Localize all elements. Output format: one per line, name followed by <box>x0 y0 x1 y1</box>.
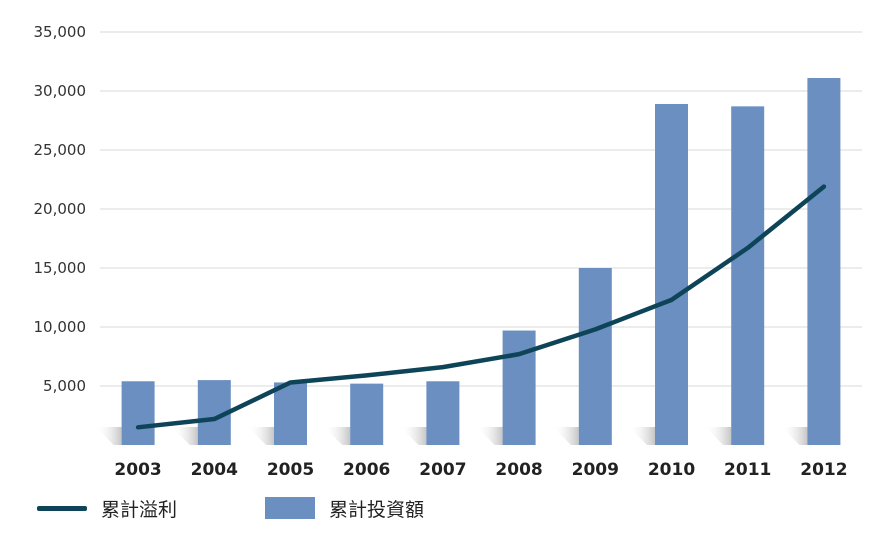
bar <box>426 381 460 445</box>
bar-shadow <box>400 427 427 445</box>
x-tick-label: 2006 <box>343 460 390 480</box>
bar <box>807 78 841 446</box>
bar <box>731 106 765 445</box>
legend-line-label: 累計溢利 <box>101 498 178 521</box>
bar-shadow <box>248 427 274 445</box>
x-tick-label: 2012 <box>800 460 847 480</box>
bar <box>350 383 384 445</box>
legend-bar-swatch <box>265 497 315 519</box>
x-tick-label: 2010 <box>648 460 695 480</box>
bar-shadow <box>552 427 579 445</box>
chart: 5,000 10,000 15,000 20,000 25,000 30,000 35,00… <box>34 23 862 480</box>
legend-line-swatch <box>37 505 87 511</box>
bar <box>502 330 536 445</box>
y-tick-label: 10,000 <box>34 318 87 336</box>
bar-shadow <box>95 427 122 445</box>
bar-series <box>121 78 841 446</box>
y-tick-label: 30,000 <box>34 82 87 100</box>
bar <box>121 381 155 445</box>
bar <box>655 103 688 445</box>
bar <box>274 382 307 445</box>
legend-item-line: 累計溢利 <box>37 492 177 524</box>
bar-shadows <box>95 427 808 445</box>
y-tick-label: 35,000 <box>34 23 87 41</box>
x-tick-label: 2005 <box>267 460 314 480</box>
profit-line <box>135 184 827 430</box>
bar-shadow <box>629 427 655 445</box>
bar-shadow <box>705 427 732 445</box>
legend: 累計溢利 累計投資額 <box>0 492 871 524</box>
x-tick-label: 2011 <box>724 460 771 480</box>
legend-bar-label: 累計投資額 <box>329 498 425 521</box>
x-tick-label: 2008 <box>495 460 542 480</box>
bar-shadow <box>324 427 351 445</box>
bar-shadow <box>476 427 503 445</box>
y-tick-label: 25,000 <box>34 141 87 159</box>
line-series <box>135 184 827 430</box>
y-tick-label: 15,000 <box>34 259 87 277</box>
x-tick-label: 2003 <box>114 460 161 480</box>
x-tick-label: 2007 <box>419 460 466 480</box>
x-axis-ticks: 2003 2004 2005 2006 2007 2008 2009 2010 2011 2012 <box>114 460 847 480</box>
bar-shadow <box>781 427 808 445</box>
bar <box>578 268 612 445</box>
y-tick-label: 5,000 <box>43 377 86 395</box>
x-tick-label: 2004 <box>191 460 238 480</box>
grid <box>100 31 862 387</box>
y-axis-ticks: 5,000 10,000 15,000 20,000 25,000 30,000 35,00… <box>34 23 87 395</box>
legend-item-bar: 累計投資額 <box>265 492 424 524</box>
y-tick-label: 20,000 <box>34 200 87 218</box>
x-tick-label: 2009 <box>572 460 619 480</box>
bar-shadow <box>171 427 198 445</box>
